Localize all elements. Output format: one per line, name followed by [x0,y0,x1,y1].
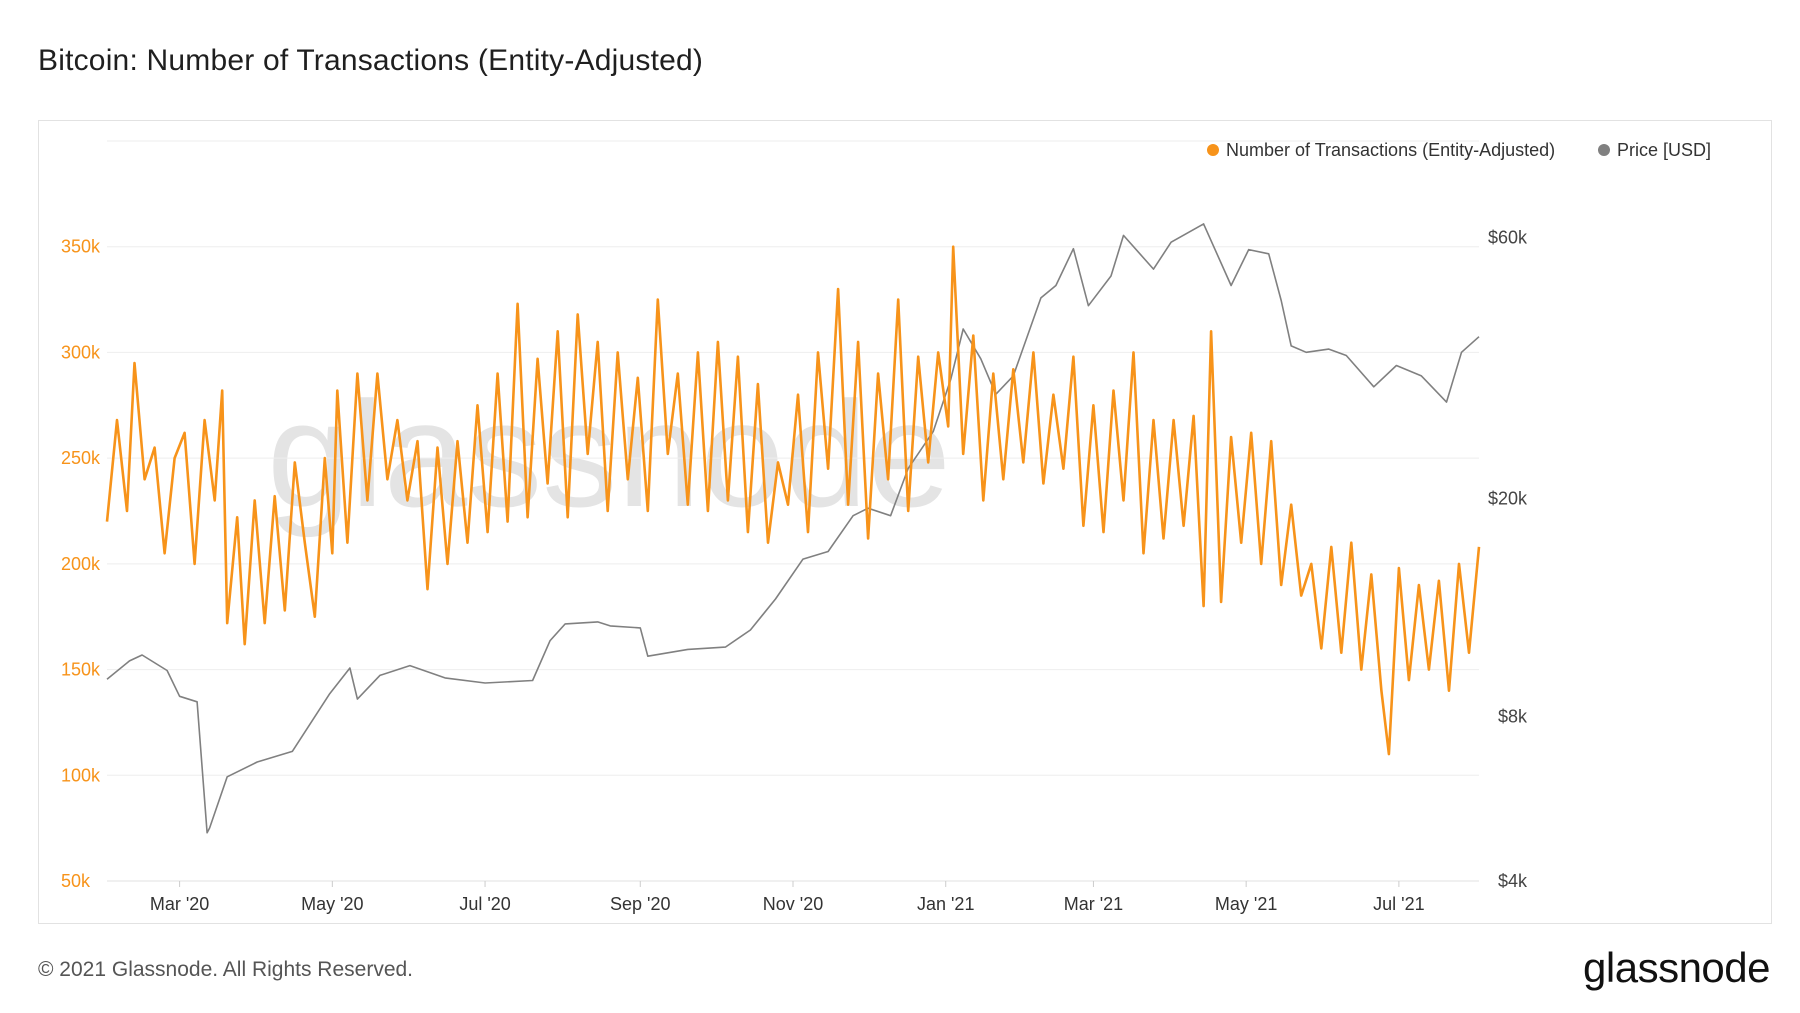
chart-frame: glassnode 50k 100k 150k 200k 250k 300k 350k $4… [38,120,1772,924]
x-tick-label: Jan '21 [917,894,974,914]
transactions-series [105,245,1481,756]
y-right-tick-label: $20k [1488,488,1528,508]
y-left-tick-label: 350k [61,237,101,257]
legend-swatch-price [1598,144,1610,156]
legend-swatch-transactions [1207,144,1219,156]
y-left-tick-label: 100k [61,765,101,785]
y-left-tick-label: 150k [61,660,101,680]
x-axis: Mar '20 May '20 Jul '20 Sep '20 Nov '20 Jan '… [150,881,1425,914]
y-right-tick-label: $8k [1498,706,1528,726]
y-axis-right: $4k $8k $20k $60k [1488,227,1528,891]
y-right-tick-label: $4k [1498,871,1528,891]
x-tick-label: Mar '21 [1064,894,1123,914]
legend-label-price: Price [USD] [1617,140,1711,160]
y-axis-left: 50k 100k 150k 200k 250k 300k 350k [61,237,101,891]
x-tick-label: Jul '21 [1373,894,1424,914]
x-tick-label: Mar '20 [150,894,209,914]
legend-label-transactions: Number of Transactions (Entity-Adjusted) [1226,140,1555,160]
x-tick-label: Sep '20 [610,894,671,914]
transactions-line [105,245,1481,756]
legend-item-price[interactable]: Price [USD] [1598,140,1711,160]
y-left-tick-label: 300k [61,342,101,362]
x-tick-label: Jul '20 [459,894,510,914]
footer-copyright: © 2021 Glassnode. All Rights Reserved. [38,958,414,981]
legend: Number of Transactions (Entity-Adjusted)… [1207,140,1711,160]
price-series [106,223,1480,834]
chart-svg: glassnode 50k 100k 150k 200k 250k 300k 350k $4… [61,140,1711,914]
x-tick-label: May '21 [1215,894,1277,914]
x-tick-label: Nov '20 [763,894,823,914]
y-left-tick-label: 250k [61,448,101,468]
y-right-tick-label: $60k [1488,227,1528,247]
price-line [106,223,1480,834]
x-tick-label: May '20 [301,894,363,914]
glassnode-logo[interactable]: glassnode [1583,944,1770,991]
legend-item-transactions[interactable]: Number of Transactions (Entity-Adjusted) [1207,140,1555,160]
watermark-text: glassnode [267,370,951,538]
y-left-tick-label: 50k [61,871,91,891]
y-left-tick-label: 200k [61,554,101,574]
page-title: Bitcoin: Number of Transactions (Entity-… [38,44,704,77]
